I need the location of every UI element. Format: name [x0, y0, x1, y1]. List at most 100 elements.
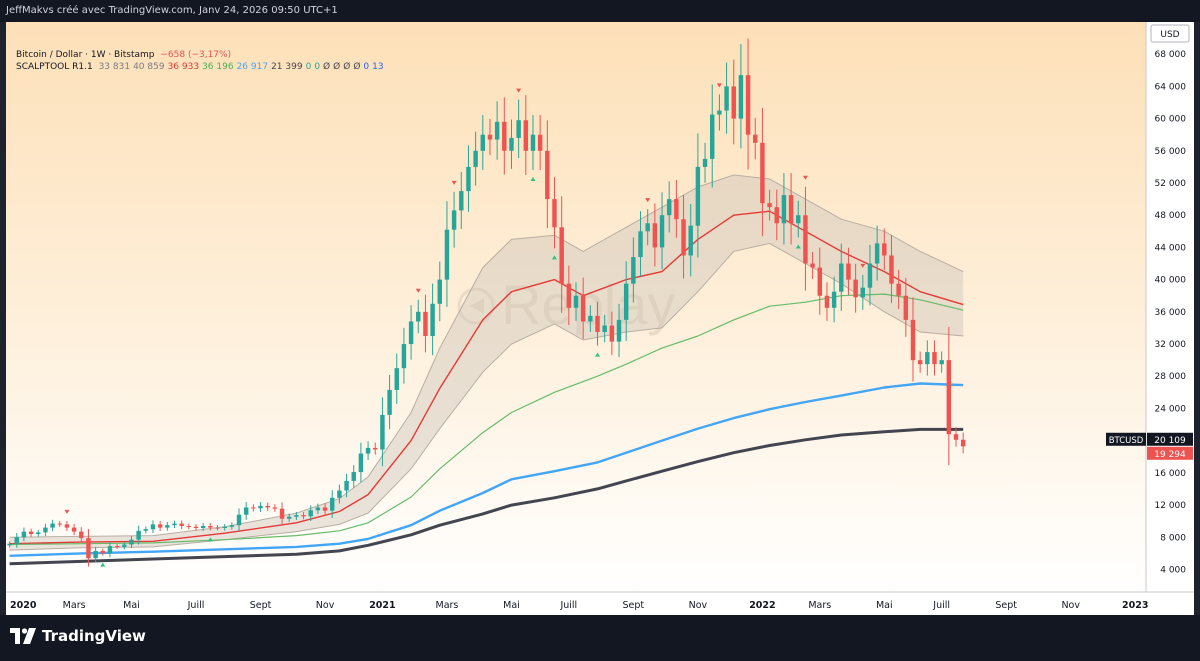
tradingview-wordmark: TradingView	[42, 627, 146, 645]
price-tick-label: 32 000	[1155, 340, 1187, 350]
attribution-text: JeffMakvs créé avec TradingView.com, Jan…	[6, 5, 338, 16]
candle-down	[566, 283, 572, 308]
tradingview-branding[interactable]: TradingView	[10, 627, 146, 645]
candle-down	[279, 508, 285, 519]
last-price-label: 19 294	[1154, 450, 1186, 460]
time-tick-label: Nov	[316, 600, 335, 611]
buy-signal-marker	[551, 255, 557, 260]
candle-down	[545, 150, 550, 200]
candle-up	[243, 507, 249, 515]
indicator-value: 0	[305, 62, 312, 72]
candle-up	[14, 537, 19, 544]
candle-down	[903, 295, 909, 320]
candle-up	[165, 525, 170, 528]
candle-down	[846, 263, 851, 280]
indicator-value: Ø	[333, 62, 341, 72]
candle-up	[200, 525, 206, 528]
candle-down	[523, 120, 529, 151]
sell-signal-marker	[802, 175, 808, 180]
candle-down	[652, 223, 658, 248]
indicator-value: 36 933	[167, 62, 200, 72]
candle-up	[437, 279, 442, 304]
candle-down	[910, 319, 916, 361]
indicator-value: 26 917	[236, 62, 269, 72]
time-tick-label: 2021	[369, 600, 395, 611]
candle-up	[172, 523, 177, 526]
candle-up	[874, 243, 880, 264]
time-tick-label: 2020	[10, 600, 37, 611]
candle-up	[695, 166, 701, 226]
candle-down	[86, 538, 91, 559]
price-tick-label: 52 000	[1155, 179, 1187, 189]
candle-down	[896, 283, 901, 296]
candle-down	[79, 531, 84, 539]
time-tick-label: Mai	[876, 600, 893, 611]
candle-up	[867, 263, 873, 288]
price-tick-label: 4 000	[1160, 565, 1186, 575]
candle-up	[401, 344, 407, 369]
time-tick-label: Nov	[1061, 600, 1080, 611]
candle-up	[236, 514, 242, 526]
candle-up	[387, 389, 392, 415]
indicator-value: Ø	[343, 62, 351, 72]
band-lower-line	[9, 242, 964, 551]
candle-down	[580, 295, 586, 322]
candle-up	[315, 507, 321, 511]
sell-signal-marker	[516, 88, 522, 93]
candle-down	[251, 507, 256, 509]
legend-indicator-row: SCALPTOOL R1.1 33 831 40 859 36 933 36 196 2…	[16, 61, 387, 73]
chart-legend: Bitcoin / Dollar · 1W · Bitstamp −658 (−…	[16, 49, 387, 73]
candle-up	[724, 86, 729, 111]
sell-signal-marker	[860, 263, 866, 268]
candle-down	[760, 142, 765, 204]
candle-up	[616, 319, 622, 342]
buy-signal-marker	[207, 537, 213, 542]
buy-signal-marker	[100, 562, 106, 567]
candle-down	[57, 523, 62, 525]
replay-icon	[457, 287, 495, 325]
candle-down	[179, 523, 184, 526]
symbol-tag-box	[1106, 432, 1146, 446]
candle-down	[502, 121, 507, 151]
candle-up	[494, 121, 500, 140]
candle-up	[702, 158, 708, 167]
sell-signal-marker	[645, 198, 651, 203]
sell-signal-marker	[716, 83, 722, 88]
candle-down	[753, 134, 758, 143]
sell-signal-marker	[64, 509, 70, 514]
currency-label[interactable]: USD	[1160, 30, 1179, 40]
candle-down	[265, 505, 270, 508]
indicator-value: 21 399	[271, 62, 303, 72]
last-price-box	[1147, 446, 1193, 460]
price-tick-label: 28 000	[1155, 372, 1187, 382]
currency-box[interactable]	[1150, 24, 1190, 43]
candle-down	[681, 219, 686, 256]
envelope-band	[9, 175, 964, 551]
candle-down	[100, 550, 106, 554]
candle-up	[351, 472, 356, 481]
time-tick-label: Juill	[559, 600, 577, 611]
candle-down	[193, 526, 199, 528]
candle-up	[358, 453, 364, 473]
candle-down	[215, 527, 220, 529]
candle-up	[93, 550, 98, 559]
price-tick-label: 48 000	[1155, 211, 1187, 221]
candle-up	[444, 229, 450, 280]
candle-down	[882, 243, 887, 256]
candle-down	[537, 134, 543, 151]
buy-signal-marker	[595, 352, 601, 357]
candle-down	[64, 524, 70, 528]
candle-up	[43, 527, 48, 533]
legend-symbol-row: Bitcoin / Dollar · 1W · Bitstamp −658 (−…	[16, 49, 387, 61]
candle-down	[595, 315, 600, 332]
tradingview-logo-icon	[10, 628, 36, 644]
candle-up	[129, 539, 134, 545]
candle-up	[344, 480, 349, 491]
candle-up	[365, 447, 371, 454]
candle-down	[953, 434, 959, 440]
candle-up	[588, 315, 593, 322]
candle-up	[925, 352, 930, 365]
candle-down	[208, 525, 213, 528]
